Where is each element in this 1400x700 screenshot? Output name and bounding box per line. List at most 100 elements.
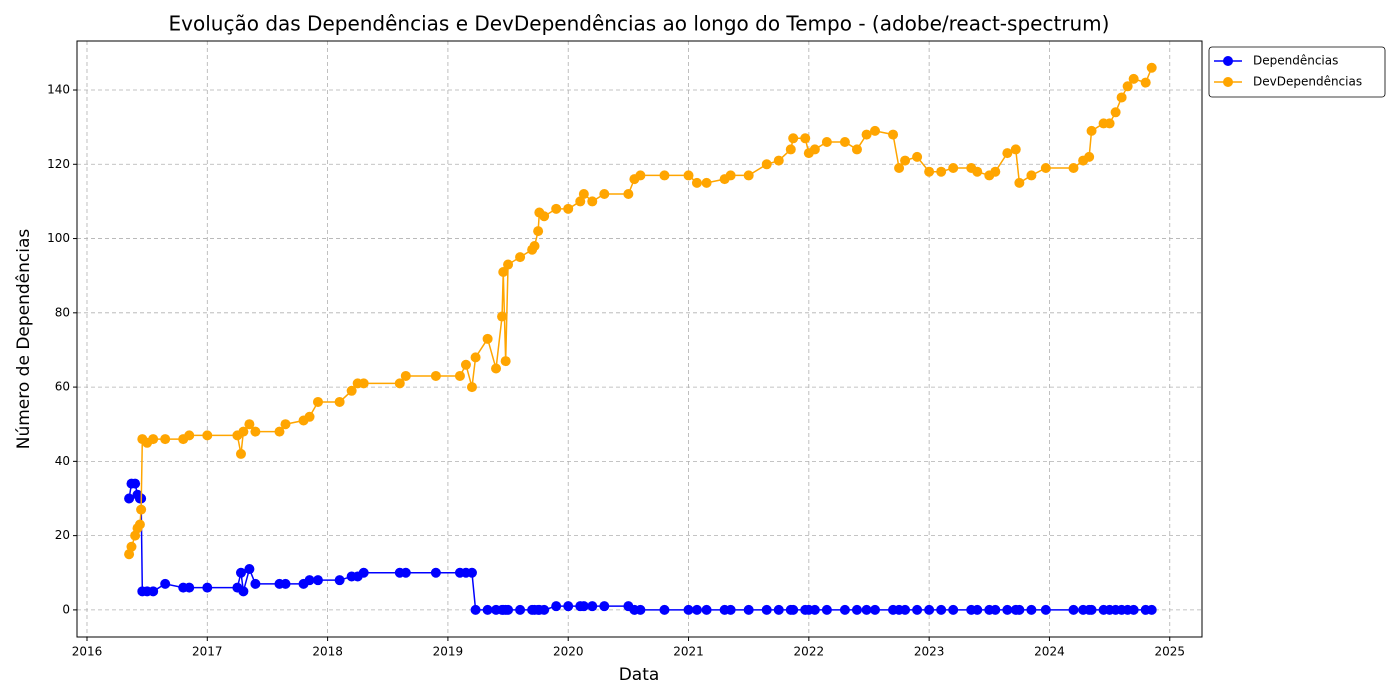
data-point <box>274 426 285 437</box>
data-point <box>900 155 911 166</box>
data-point <box>1128 73 1139 84</box>
data-point <box>244 419 255 430</box>
data-point <box>238 586 249 597</box>
data-point <box>912 151 923 162</box>
data-point <box>1040 604 1051 615</box>
data-point <box>924 166 935 177</box>
data-point <box>924 604 935 615</box>
data-point <box>773 604 784 615</box>
data-point <box>990 166 1001 177</box>
data-point <box>160 434 171 445</box>
data-point <box>184 582 195 593</box>
series-line <box>128 67 1153 555</box>
data-point <box>1110 107 1121 118</box>
data-point <box>503 604 514 615</box>
data-point <box>683 170 694 181</box>
data-point <box>1068 604 1079 615</box>
y-axis-label: Número de Dependências <box>14 229 34 450</box>
data-point <box>870 604 881 615</box>
data-point <box>184 430 195 441</box>
data-point <box>599 601 610 612</box>
data-point <box>430 567 441 578</box>
data-point <box>500 356 511 367</box>
data-point <box>539 604 550 615</box>
data-point <box>948 162 959 173</box>
data-point <box>578 601 589 612</box>
data-point <box>1002 148 1013 159</box>
chart-title: Evolução das Dependências e DevDependênc… <box>169 12 1110 36</box>
data-point <box>773 155 784 166</box>
data-point <box>533 226 544 237</box>
data-point <box>691 604 702 615</box>
data-point <box>1002 604 1013 615</box>
data-point <box>515 604 526 615</box>
data-point <box>788 133 799 144</box>
data-point <box>250 426 261 437</box>
data-point <box>358 567 369 578</box>
data-point <box>250 578 261 589</box>
data-point <box>202 430 213 441</box>
data-point <box>936 166 947 177</box>
data-point <box>551 203 562 214</box>
data-point <box>1014 604 1025 615</box>
data-point <box>821 604 832 615</box>
data-point <box>400 567 411 578</box>
data-point <box>491 363 502 374</box>
x-tick-label: 2020 <box>553 645 584 659</box>
data-point <box>304 575 315 586</box>
data-point <box>635 170 646 181</box>
x-tick-label: 2021 <box>673 645 704 659</box>
data-point <box>851 144 862 155</box>
data-point <box>1014 177 1025 188</box>
data-point <box>312 575 323 586</box>
data-point <box>1026 604 1037 615</box>
legend-marker <box>1223 56 1233 66</box>
data-point <box>599 188 610 199</box>
x-tick-label: 2022 <box>794 645 825 659</box>
y-tick-label: 40 <box>55 454 70 468</box>
data-point <box>861 129 872 140</box>
data-point <box>394 378 405 389</box>
data-point <box>202 582 213 593</box>
data-point <box>563 601 574 612</box>
data-point <box>235 567 246 578</box>
data-point <box>575 196 586 207</box>
legend-label: Dependências <box>1253 54 1338 68</box>
data-point <box>948 604 959 615</box>
data-point <box>529 240 540 251</box>
data-point <box>1146 62 1157 73</box>
data-point <box>515 252 526 263</box>
data-point <box>498 266 509 277</box>
data-point <box>888 129 899 140</box>
data-point <box>1084 151 1095 162</box>
plot-frame <box>76 40 1203 638</box>
data-point <box>587 601 598 612</box>
data-point <box>1026 170 1037 181</box>
data-point <box>430 370 441 381</box>
data-point <box>1116 92 1127 103</box>
data-point <box>821 137 832 148</box>
data-point <box>1122 81 1133 92</box>
data-point <box>460 359 471 370</box>
data-point <box>334 575 345 586</box>
data-point <box>148 586 159 597</box>
y-tick-label: 0 <box>62 602 70 616</box>
data-point <box>900 604 911 615</box>
data-point <box>861 604 872 615</box>
data-point <box>972 604 983 615</box>
data-point <box>124 493 135 504</box>
x-axis-label: Data <box>619 665 660 685</box>
data-point <box>346 385 357 396</box>
data-point <box>551 601 562 612</box>
y-tick-label: 120 <box>47 157 70 171</box>
data-point <box>839 604 850 615</box>
data-point <box>683 604 694 615</box>
data-point <box>659 604 670 615</box>
x-tick-label: 2023 <box>914 645 945 659</box>
data-point <box>470 352 481 363</box>
data-point <box>635 604 646 615</box>
data-point <box>1068 162 1079 173</box>
data-point <box>304 411 315 422</box>
data-point <box>691 177 702 188</box>
